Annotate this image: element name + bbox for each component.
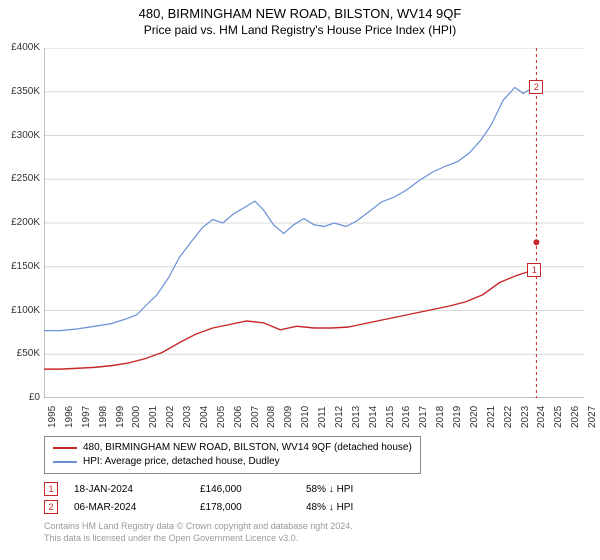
x-tick-label: 2003 — [182, 406, 193, 428]
x-tick-label: 2004 — [199, 406, 210, 428]
legend-label: 480, BIRMINGHAM NEW ROAD, BILSTON, WV14 … — [83, 441, 412, 455]
y-tick-label: £400K — [0, 42, 40, 53]
chart-marker: 1 — [527, 263, 541, 277]
x-tick-label: 2014 — [368, 406, 379, 428]
x-tick-label: 2024 — [536, 406, 547, 428]
y-tick-label: £50K — [0, 348, 40, 359]
x-tick-label: 2015 — [385, 406, 396, 428]
x-tick-label: 2016 — [401, 406, 412, 428]
x-tick-label: 2026 — [570, 406, 581, 428]
chart-footer: Contains HM Land Registry data © Crown c… — [44, 520, 353, 544]
legend-item: 480, BIRMINGHAM NEW ROAD, BILSTON, WV14 … — [53, 441, 412, 455]
x-tick-label: 1997 — [81, 406, 92, 428]
legend-item: HPI: Average price, detached house, Dudl… — [53, 455, 412, 469]
x-tick-label: 1996 — [64, 406, 75, 428]
y-tick-label: £0 — [0, 392, 40, 403]
x-tick-label: 2001 — [148, 406, 159, 428]
x-tick-label: 2020 — [469, 406, 480, 428]
x-tick-label: 2025 — [553, 406, 564, 428]
note-row: 1 18-JAN-2024 £146,000 58% ↓ HPI — [44, 480, 353, 498]
x-tick-label: 2007 — [250, 406, 261, 428]
footer-line2: This data is licensed under the Open Gov… — [44, 532, 353, 544]
x-tick-label: 2008 — [266, 406, 277, 428]
x-tick-label: 1998 — [98, 406, 109, 428]
y-tick-label: £100K — [0, 305, 40, 316]
x-tick-label: 2000 — [131, 406, 142, 428]
chart-title: 480, BIRMINGHAM NEW ROAD, BILSTON, WV14 … — [0, 0, 600, 21]
x-tick-label: 2006 — [233, 406, 244, 428]
x-tick-label: 1999 — [115, 406, 126, 428]
x-tick-label: 2019 — [452, 406, 463, 428]
x-tick-label: 1995 — [47, 406, 58, 428]
x-tick-label: 2002 — [165, 406, 176, 428]
x-tick-label: 2010 — [300, 406, 311, 428]
line-chart — [44, 48, 584, 398]
y-tick-label: £200K — [0, 217, 40, 228]
note-price: £178,000 — [200, 502, 290, 513]
note-row: 2 06-MAR-2024 £178,000 48% ↓ HPI — [44, 498, 353, 516]
chart-legend: 480, BIRMINGHAM NEW ROAD, BILSTON, WV14 … — [44, 436, 421, 474]
y-tick-label: £150K — [0, 261, 40, 272]
y-tick-label: £350K — [0, 86, 40, 97]
x-tick-label: 2018 — [435, 406, 446, 428]
x-tick-label: 2021 — [486, 406, 497, 428]
note-pct: 48% ↓ HPI — [306, 502, 353, 513]
y-tick-label: £250K — [0, 173, 40, 184]
x-tick-label: 2005 — [216, 406, 227, 428]
legend-swatch — [53, 461, 77, 463]
legend-label: HPI: Average price, detached house, Dudl… — [83, 455, 280, 469]
chart-subtitle: Price paid vs. HM Land Registry's House … — [0, 21, 600, 37]
note-pct: 58% ↓ HPI — [306, 484, 353, 495]
note-date: 18-JAN-2024 — [74, 484, 184, 495]
x-tick-label: 2012 — [334, 406, 345, 428]
note-number: 1 — [44, 482, 58, 496]
x-tick-label: 2022 — [503, 406, 514, 428]
x-tick-label: 2013 — [351, 406, 362, 428]
note-price: £146,000 — [200, 484, 290, 495]
x-tick-label: 2011 — [317, 406, 328, 428]
price-notes: 1 18-JAN-2024 £146,000 58% ↓ HPI 2 06-MAR-202… — [44, 480, 353, 516]
note-date: 06-MAR-2024 — [74, 502, 184, 513]
note-number: 2 — [44, 500, 58, 514]
chart-marker: 2 — [529, 80, 543, 94]
x-tick-label: 2009 — [283, 406, 294, 428]
x-tick-label: 2027 — [587, 406, 598, 428]
x-tick-label: 2017 — [418, 406, 429, 428]
footer-line1: Contains HM Land Registry data © Crown c… — [44, 520, 353, 532]
legend-swatch — [53, 447, 77, 449]
y-tick-label: £300K — [0, 130, 40, 141]
x-tick-label: 2023 — [520, 406, 531, 428]
